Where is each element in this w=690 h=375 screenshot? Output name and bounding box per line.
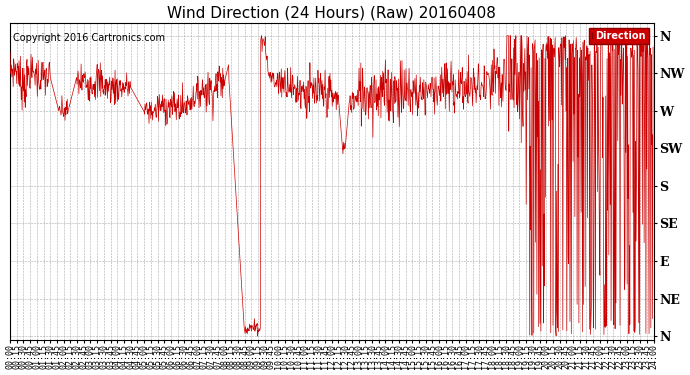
Title: Wind Direction (24 Hours) (Raw) 20160408: Wind Direction (24 Hours) (Raw) 20160408 (168, 6, 496, 21)
Text: Copyright 2016 Cartronics.com: Copyright 2016 Cartronics.com (13, 33, 166, 43)
Legend: Direction: Direction (589, 28, 649, 44)
